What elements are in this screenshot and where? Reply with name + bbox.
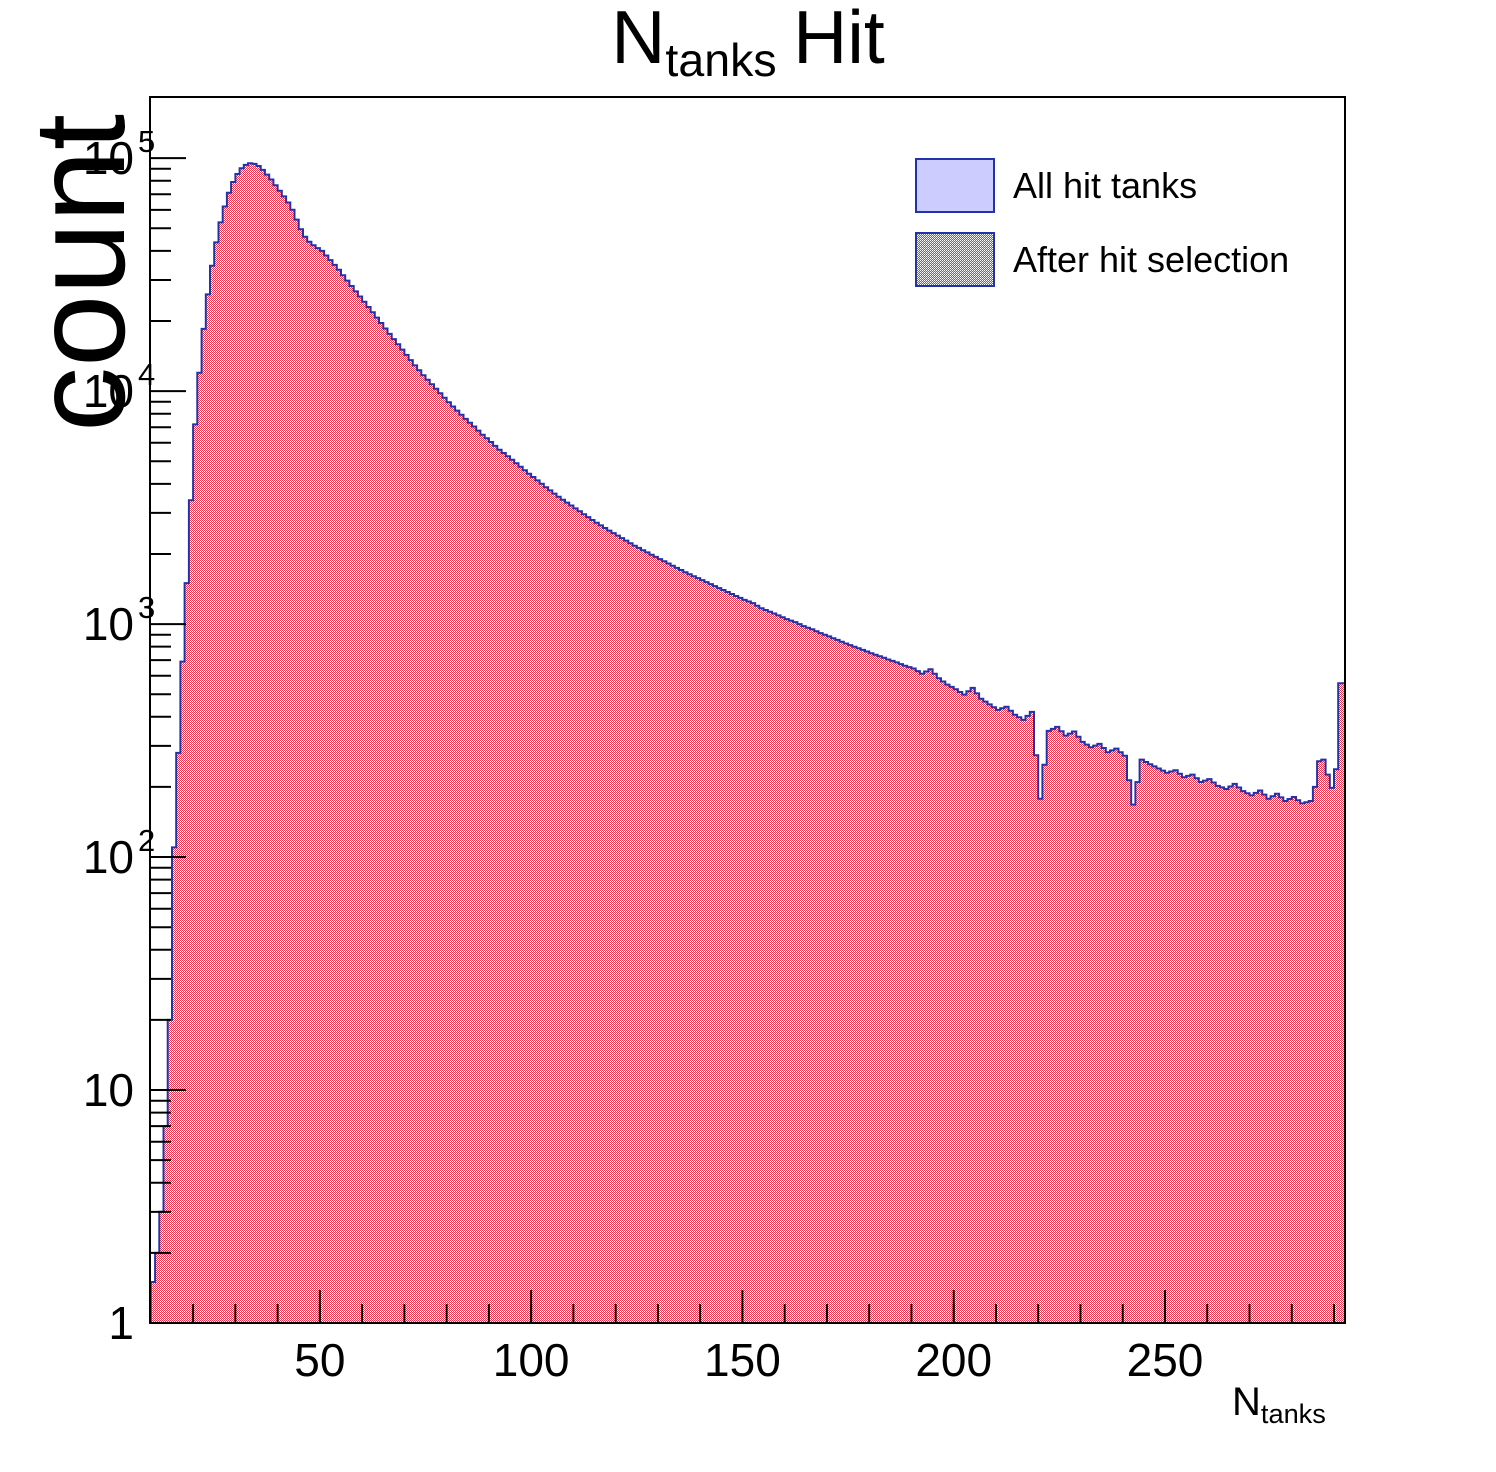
x-tick-label-200: 200 [915, 1334, 992, 1386]
legend-label-all: All hit tanks [1013, 164, 1198, 206]
x-tick-label-100: 100 [493, 1334, 570, 1386]
x-axis-label-main: N [1232, 1380, 1261, 1424]
y-tick-label-1e3: 10 [83, 598, 134, 650]
x-axis-label-subscript: tanks [1260, 1398, 1326, 1430]
y-tick-label-1e5: 10 [83, 132, 134, 184]
x-tick-labels: 50 100 150 200 250 [294, 1334, 1203, 1386]
y-tick-exponent: 3 [138, 590, 155, 625]
chart-title-subscript: tanks [665, 34, 777, 87]
y-tick-exponent: 5 [138, 124, 155, 159]
plot-frame [149, 96, 1346, 1324]
y-tick-exponent: 4 [138, 357, 155, 392]
chart-title-suffix: Hit [793, 0, 885, 79]
hist-after-hit-selection [149, 162, 1346, 1324]
legend: All hit tanks After hit selection [915, 158, 1289, 306]
legend-entry-all-hit-tanks: All hit tanks [915, 158, 1289, 213]
axis-ticks [150, 157, 1336, 1324]
legend-entry-after-hit-selection: After hit selection [915, 232, 1289, 287]
y-tick-label-1e4: 10 [83, 365, 134, 417]
y-tick-label-1e0: 1 [108, 1297, 134, 1349]
chart-title-main: N [611, 0, 666, 79]
x-axis-label: Ntanks [1232, 1378, 1326, 1431]
x-tick-label-50: 50 [294, 1334, 345, 1386]
y-tick-label-1e1: 10 [83, 1064, 134, 1116]
legend-label-selected: After hit selection [1013, 238, 1290, 280]
y-tick-label-1e2: 10 [83, 831, 134, 883]
x-tick-label-250: 250 [1127, 1334, 1204, 1386]
legend-swatch-all [915, 158, 995, 213]
x-tick-label-150: 150 [704, 1334, 781, 1386]
y-tick-exponent: 2 [138, 823, 155, 858]
chart-title: Ntanks Hit [0, 0, 1496, 87]
legend-swatch-selected [915, 232, 995, 287]
